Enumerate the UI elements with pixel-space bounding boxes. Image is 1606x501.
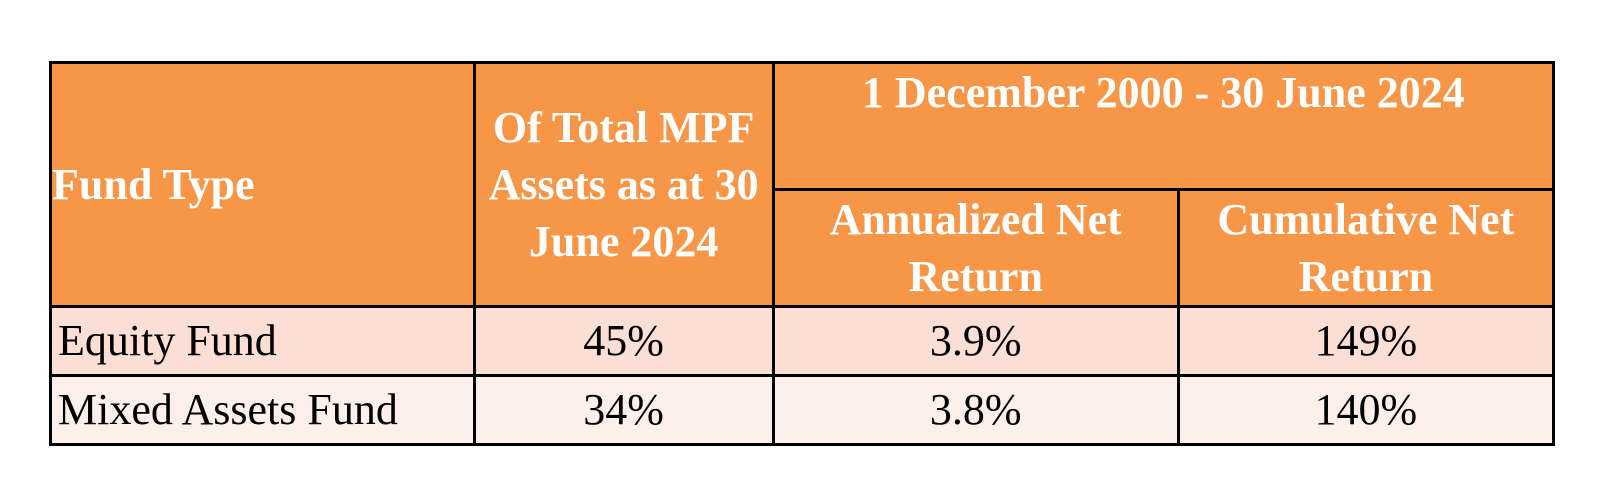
cell-fund-type: Mixed Assets Fund	[49, 374, 476, 446]
cell-cumulative-net-return: 140%	[1176, 374, 1556, 446]
table-row: Equity Fund 45% 3.9% 149%	[49, 305, 1556, 377]
cell-fund-type: Equity Fund	[49, 305, 476, 377]
cell-annualized-net-return: 3.9%	[771, 305, 1180, 377]
header-fund-type: Fund Type	[49, 61, 476, 308]
table-row: Mixed Assets Fund 34% 3.8% 140%	[49, 374, 1556, 446]
cell-of-total-assets: 34%	[472, 374, 775, 446]
cell-annualized-net-return: 3.8%	[771, 374, 1180, 446]
header-row-2: Annualized Net Return Cumulative Net Ret…	[51, 188, 1556, 308]
cell-cumulative-net-return: 149%	[1176, 305, 1556, 377]
cell-of-total-assets: 45%	[472, 305, 775, 377]
header-annualized-net-return: Annualized Net Return	[771, 188, 1180, 308]
fund-return-table: Fund Type Of Total MPF Assets as at 30 J…	[49, 61, 1556, 446]
header-cumulative-net-return: Cumulative Net Return	[1176, 188, 1556, 308]
header-of-total-assets: Of Total MPF Assets as at 30 June 2024	[472, 61, 775, 308]
header-row-1: Fund Type Of Total MPF Assets as at 30 J…	[49, 61, 1556, 308]
header-period: 1 December 2000 - 30 June 2024	[771, 61, 1556, 191]
